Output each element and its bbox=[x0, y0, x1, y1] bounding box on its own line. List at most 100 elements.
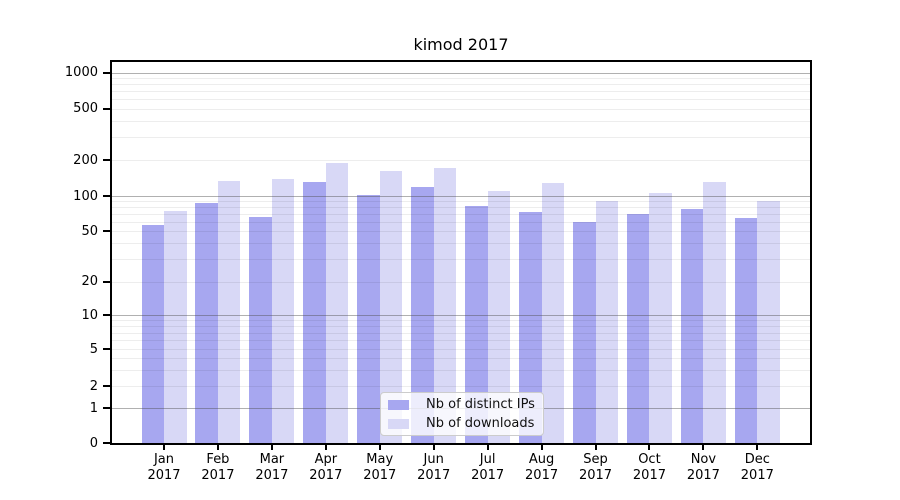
y-tick-mark-10 bbox=[103, 314, 110, 316]
chart-title: kimod 2017 bbox=[413, 35, 509, 54]
y-tick-label-500: 500 bbox=[73, 101, 98, 116]
gridline-minor-300 bbox=[112, 137, 810, 139]
gridline-minor-5 bbox=[112, 349, 810, 350]
y-tick-label-5: 5 bbox=[89, 341, 98, 357]
gridline-minor-600 bbox=[112, 99, 810, 100]
gridline-minor-60 bbox=[112, 221, 810, 223]
gridline-minor-9 bbox=[112, 320, 810, 322]
x-tick-label-dec: Dec 2017 bbox=[725, 452, 789, 484]
bar-distinct-ips-may bbox=[357, 195, 380, 443]
x-tick-year-jan: 2017 bbox=[147, 468, 181, 483]
bar-distinct-ips-jan bbox=[141, 225, 164, 443]
bar-distinct-ips-oct bbox=[626, 214, 650, 443]
y-tick-mark-200 bbox=[103, 159, 110, 161]
bar-distinct-ips-sep bbox=[573, 221, 596, 443]
y-tick-mark-0 bbox=[103, 442, 110, 444]
x-tick-year-nov: 2017 bbox=[686, 468, 720, 483]
x-tick-label-jan: Jan 2017 bbox=[132, 452, 196, 484]
bar-distinct-ips-dec bbox=[734, 217, 758, 443]
x-tick-label-feb: Feb 2017 bbox=[186, 452, 250, 484]
gridline-minor-20 bbox=[112, 281, 810, 283]
bar-downloads-sep bbox=[595, 201, 619, 443]
legend-swatch-downloads bbox=[388, 418, 409, 429]
bar-downloads-may bbox=[379, 170, 403, 443]
x-tick-label-may: May 2017 bbox=[348, 452, 412, 484]
x-tick-label-jul: Jul 2017 bbox=[456, 452, 520, 484]
x-tick-year-feb: 2017 bbox=[201, 468, 235, 483]
bar-distinct-ips-apr bbox=[303, 181, 326, 443]
y-tick-mark-20 bbox=[103, 280, 110, 283]
bar-distinct-ips-jun bbox=[411, 187, 434, 443]
gridline-minor-70 bbox=[112, 214, 810, 215]
gridline-major-10 bbox=[112, 315, 810, 316]
x-tick-year-mar: 2017 bbox=[255, 468, 289, 483]
bar-downloads-nov bbox=[703, 182, 726, 443]
legend-label-downloads: Nb of downloads bbox=[426, 416, 535, 431]
gridline-minor-8 bbox=[112, 325, 810, 327]
bar-downloads-jun bbox=[433, 168, 457, 443]
gridline-minor-700 bbox=[112, 91, 810, 92]
x-tick-year-jul: 2017 bbox=[471, 468, 505, 483]
y-tick-label-100: 100 bbox=[73, 188, 98, 204]
bar-downloads-feb bbox=[217, 180, 241, 443]
gridline-minor-200 bbox=[112, 160, 810, 161]
x-tick-mark-feb bbox=[216, 445, 219, 450]
bar-downloads-dec bbox=[757, 201, 780, 443]
legend-entry-distinct-ips: Nb of distinct IPs bbox=[388, 397, 543, 412]
x-tick-year-aug: 2017 bbox=[525, 468, 559, 483]
y-tick-label-200: 200 bbox=[73, 152, 98, 168]
gridline-major-1000 bbox=[112, 72, 810, 74]
y-tick-label-10: 10 bbox=[81, 307, 98, 323]
x-tick-label-jun: Jun 2017 bbox=[402, 452, 466, 484]
x-tick-mark-sep bbox=[594, 445, 597, 450]
bar-downloads-jan bbox=[164, 211, 187, 443]
gridline-minor-6 bbox=[112, 340, 810, 342]
gridline-minor-400 bbox=[112, 121, 810, 122]
y-tick-mark-5 bbox=[103, 348, 110, 350]
x-tick-mark-apr bbox=[324, 445, 327, 450]
y-tick-mark-1000 bbox=[103, 71, 110, 74]
x-tick-mark-nov bbox=[702, 445, 705, 450]
bar-downloads-oct bbox=[649, 192, 672, 443]
bar-downloads-jul bbox=[487, 190, 511, 443]
x-tick-year-may: 2017 bbox=[363, 468, 397, 483]
gridline-minor-3 bbox=[112, 369, 810, 371]
gridline-minor-800 bbox=[112, 84, 810, 86]
gridline-minor-500 bbox=[112, 108, 810, 110]
x-tick-label-sep: Sep 2017 bbox=[564, 452, 628, 484]
y-tick-label-20: 20 bbox=[81, 274, 98, 289]
x-tick-label-apr: Apr 2017 bbox=[294, 452, 358, 484]
gridline-minor-50 bbox=[112, 231, 810, 232]
x-tick-label-oct: Oct 2017 bbox=[617, 452, 681, 484]
x-tick-label-mar: Mar 2017 bbox=[240, 452, 304, 484]
x-tick-mark-mar bbox=[270, 445, 273, 450]
y-tick-mark-500 bbox=[103, 107, 110, 110]
x-tick-year-oct: 2017 bbox=[632, 468, 666, 483]
bar-distinct-ips-aug bbox=[519, 211, 542, 443]
y-tick-mark-100 bbox=[103, 195, 110, 197]
gridline-minor-90 bbox=[112, 201, 810, 203]
bar-distinct-ips-feb bbox=[195, 203, 218, 443]
gridline-major-100 bbox=[112, 196, 810, 197]
bar-distinct-ips-mar bbox=[249, 216, 272, 443]
y-tick-label-1: 1 bbox=[89, 400, 98, 416]
bar-distinct-ips-nov bbox=[680, 209, 704, 443]
legend-swatch-distinct-ips bbox=[388, 399, 409, 410]
gridline-minor-4 bbox=[112, 358, 810, 359]
gridline-minor-80 bbox=[112, 207, 810, 209]
y-tick-mark-2 bbox=[103, 385, 110, 387]
x-tick-mark-oct bbox=[648, 445, 651, 450]
x-tick-year-dec: 2017 bbox=[740, 468, 774, 483]
y-tick-label-0: 0 bbox=[89, 435, 98, 451]
bar-downloads-apr bbox=[325, 162, 349, 443]
x-tick-year-jun: 2017 bbox=[417, 468, 451, 483]
x-tick-mark-dec bbox=[756, 445, 759, 450]
gridline-minor-7 bbox=[112, 332, 810, 334]
bar-distinct-ips-jul bbox=[465, 206, 488, 443]
x-tick-mark-jan bbox=[163, 445, 165, 450]
plot-area bbox=[110, 60, 812, 445]
legend-label-distinct-ips: Nb of distinct IPs bbox=[426, 397, 535, 412]
x-tick-label-aug: Aug 2017 bbox=[510, 452, 574, 484]
gridline-minor-2 bbox=[112, 386, 810, 387]
